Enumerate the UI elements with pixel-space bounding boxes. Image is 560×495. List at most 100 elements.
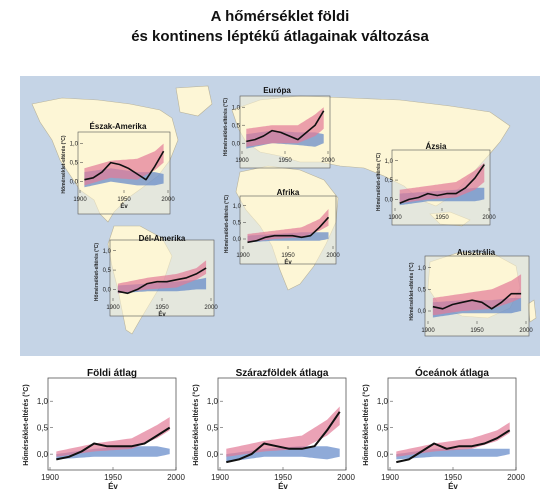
panel-8-ytick-label-2: 1,0 [377,397,389,406]
panel-0-xtick-label-1: 1950 [117,197,131,203]
panel-7-ytick-label-1: 0,5 [207,423,219,432]
panel-4-ytick-label-0: 0,0 [103,288,112,294]
panel-1-ytick-label-0: 0,0 [232,141,241,147]
panel-2-ytick-label-1: 0,5 [385,178,394,184]
panel-7-observed-line [226,411,341,464]
panel-4-xtick-label-1: 1950 [155,305,169,311]
panel-6-ylabel: Hőmérséklet-eltérés (°C) [22,384,30,465]
panel-6-xtick-label-0: 1900 [41,473,59,482]
panel-1-ytick-label-1: 0,5 [232,123,241,129]
panel-3-ytick-label-1: 0,5 [233,220,242,226]
panel-8-anthro-band [396,422,510,457]
panel-4-ytick-label-1: 0,5 [103,268,112,274]
panel-2-ytick-label-0: 0,0 [385,198,394,204]
panel-0-xlabel: Év [120,202,128,210]
panel-4-xlabel: Év [158,310,166,318]
panel-4-title: Dél-Amerika [139,234,186,243]
panel-7-xtick-label-0: 1900 [211,473,229,482]
panel-6-anthro-band [56,417,170,457]
panel-7-ytick-label-2: 1,0 [207,397,219,406]
panel-6-xtick-label-1: 1950 [104,473,122,482]
panel-5-ytick-label-2: 1,0 [418,266,427,272]
panel-6-title: Földi átlag [87,368,137,379]
panel-4-anthro-band [117,260,207,294]
panel-7-ylabel: Hőmérséklet-eltérés (°C) [192,384,200,465]
panel-1-xtick-label-0: 1900 [235,158,249,164]
panel-3-ytick-label-2: 1,0 [233,204,242,210]
panel-7-ytick-label-0: 0,0 [207,450,219,459]
panel-1-title: Európa [263,86,291,95]
panel-6-xtick-label-2: 2000 [167,473,185,482]
panel-5-xtick-label-2: 2000 [519,328,533,334]
panel-4-xtick-label-0: 1900 [106,305,120,311]
panel-0-xtick-label-2: 2000 [161,197,175,203]
panel-8-title: Óceánok átlaga [415,366,489,379]
panel-0-ylabel: Hőmérséklet-eltérés (°C) [61,135,67,193]
panel-0-observed-line [84,150,165,181]
panel-6-ytick-label-1: 0,5 [37,423,49,432]
panel-8-xtick-label-0: 1900 [381,473,399,482]
panel-5-title: Ausztrália [457,248,496,257]
panel-0-ytick-label-0: 0,0 [70,180,79,186]
panel-2-observed-line [399,164,485,205]
panel-1-xtick-label-2: 2000 [321,158,335,164]
panel-3-xtick-label-2: 2000 [326,253,340,259]
panel-2-xtick-label-1: 1950 [435,215,449,221]
panel-8-ytick-label-0: 0,0 [377,450,389,459]
panel-0-ytick-label-2: 1,0 [70,142,79,148]
panel-5-ylabel: Hőmérséklet-eltérés (°C) [409,262,415,320]
figure-title-line-2: és kontinens léptékű átlagainak változás… [131,28,429,45]
panel-3-anthro-band [247,209,329,243]
panel-3-ylabel: Hőmérséklet-eltérés (°C) [224,195,230,253]
panel-1-xtick-label-1: 1950 [278,158,292,164]
panel-2-title: Ázsia [426,142,447,151]
panel-4-ylabel: Hőmérséklet-eltérés (°C) [94,243,100,301]
panel-2-ylabel: Hőmérséklet-eltérés (°C) [376,153,382,211]
land-greenland [175,85,213,117]
panel-7-anthro-band [226,406,340,457]
panel-5-xtick-label-1: 1950 [470,328,484,334]
panel-5-xtick-label-0: 1900 [421,328,435,334]
panel-1-observed-line [246,110,325,143]
panel-5-ytick-label-1: 0,5 [418,287,427,293]
panel-6-ytick-label-2: 1,0 [37,397,49,406]
panel-8-xtick-label-1: 1950 [444,473,462,482]
panel-4-xtick-label-2: 2000 [204,305,218,311]
panel-3-xtick-label-1: 1950 [281,253,295,259]
panel-5-anthro-band [432,274,522,316]
figure-title-line-1: A hőmérséklet földi [210,8,350,25]
panel-1-ylabel: Hőmérséklet-eltérés (°C) [223,98,229,156]
land-new-zealand [527,299,537,323]
panel-2-xtick-label-0: 1900 [388,215,402,221]
panel-0-ytick-label-1: 0,5 [70,161,79,167]
panel-6-xlabel: Év [108,482,118,491]
panel-6-natural-band [56,446,170,460]
panel-8-ytick-label-1: 0,5 [377,423,389,432]
panel-2-xtick-label-2: 2000 [482,215,496,221]
panel-3-title: Afrika [277,188,300,197]
panel-3-ytick-label-0: 0,0 [233,237,242,243]
panel-3-xlabel: Év [284,258,292,266]
panel-2-anthro-band [399,162,485,204]
panel-8-ylabel: Hőmérséklet-eltérés (°C) [362,384,370,465]
panel-7-xtick-label-1: 1950 [274,473,292,482]
panel-3-xtick-label-0: 1900 [236,253,250,259]
panel-0-anthro-band [84,143,164,186]
panel-7-xtick-label-2: 2000 [337,473,355,482]
panel-0-title: Észak-Amerika [90,122,147,131]
panel-8-xtick-label-2: 2000 [507,473,525,482]
panel-0-xtick-label-0: 1900 [73,197,87,203]
panel-7-title: Szárazföldek átlaga [236,368,329,379]
panel-8-observed-line [396,429,511,464]
panel-7-xlabel: Év [278,482,288,491]
panel-4-observed-line [117,267,207,295]
panel-1-ytick-label-2: 1,0 [232,105,241,111]
panel-6-ytick-label-0: 0,0 [37,450,49,459]
panel-4-ytick-label-2: 1,0 [103,249,112,255]
panel-5-ytick-label-0: 0,0 [418,309,427,315]
panel-5-observed-line [432,292,522,310]
panel-1-anthro-band [246,107,324,147]
panel-3-observed-line [247,216,330,244]
